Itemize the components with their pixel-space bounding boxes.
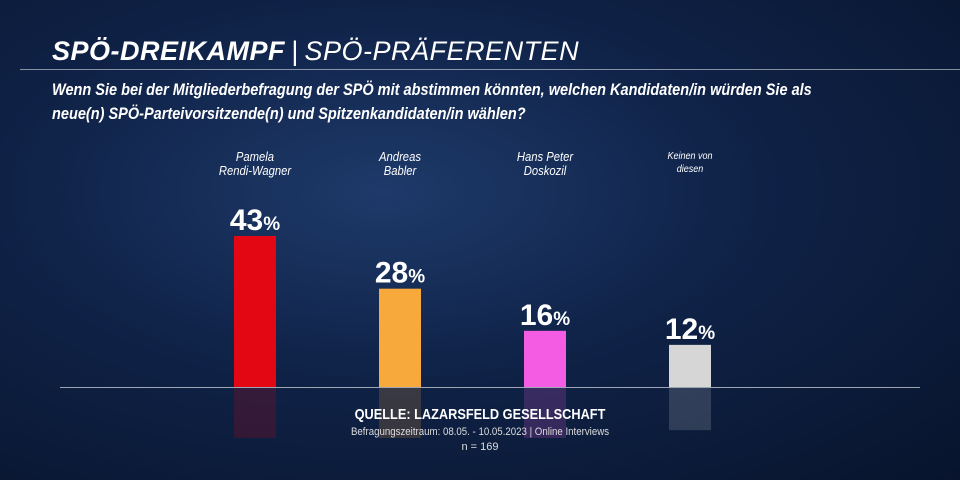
category-label: Hans Peter Doskozil [516,150,574,178]
bar [379,288,421,387]
data-label: 12% [665,313,715,346]
page-title: SPÖ-DREIKAMPF | SPÖ-PRÄFERENTEN [52,36,580,66]
category-label: Pamela Rendi-Wagner [218,150,292,178]
data-label: 43% [230,204,280,237]
bar-reflection [379,388,421,438]
data-label: 28% [375,257,425,290]
data-label: 16% [520,299,570,332]
baseline [60,387,920,388]
bar-reflection [234,388,276,438]
category-label: Keinen von diesen [667,151,713,175]
bar [234,236,276,387]
bar [524,330,566,387]
sample-size: n = 169 [461,441,499,453]
source-title: QUELLE: LAZARSFELD GESELLSCHAFT [354,406,606,423]
bar-reflection [669,388,711,431]
bar [669,344,711,387]
question: Wenn Sie bei der Mitgliederbefragung der… [52,81,812,123]
divider [20,69,960,70]
bar-reflection [524,388,566,438]
survey-period: Befragungszeitraum: 08.05. - 10.05.2023 … [350,426,610,438]
category-label: Andreas Babler [379,150,421,178]
